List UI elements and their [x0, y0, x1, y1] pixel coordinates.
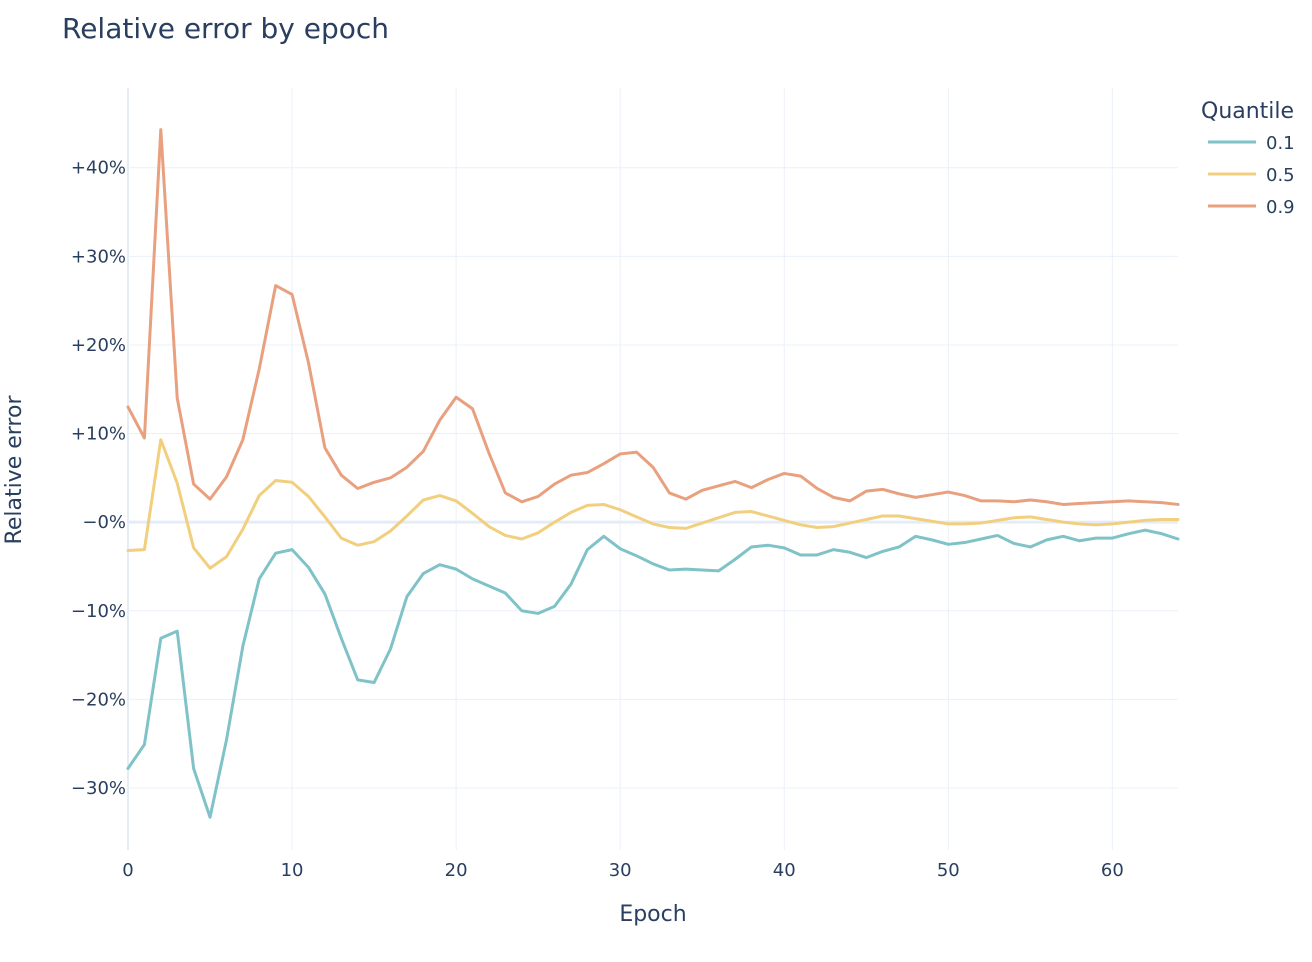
series-line-0-5	[126, 438, 1180, 570]
x-tick-label: 60	[1101, 860, 1124, 881]
y-tick-label: +20%	[71, 335, 126, 356]
x-tick-label: 10	[281, 860, 304, 881]
y-tick-label: +30%	[71, 246, 126, 267]
x-tick-label: 20	[445, 860, 468, 881]
y-tick-label: −10%	[71, 601, 126, 622]
x-tick-label: 40	[773, 860, 796, 881]
x-tick-label: 50	[937, 860, 960, 881]
y-tick-label: −20%	[71, 689, 126, 710]
series-line-0-9	[126, 128, 1180, 506]
series-line-0-1	[126, 528, 1180, 819]
grid-layer	[127, 88, 1178, 850]
series-layer	[126, 128, 1180, 819]
y-tick-label: +40%	[71, 158, 126, 179]
legend-title: Quantile	[1201, 99, 1294, 124]
y-tick-label: −0%	[82, 512, 126, 533]
legend: Quantile 0.1 0.5 0.9	[1201, 99, 1295, 218]
x-axis-title: Epoch	[619, 902, 686, 927]
x-tick-label: 0	[122, 860, 133, 881]
y-axis-title: Relative error	[2, 395, 27, 545]
legend-items: 0.1 0.5 0.9	[1208, 133, 1295, 218]
chart-title: Relative error by epoch	[62, 12, 389, 45]
x-tick-label: 30	[609, 860, 632, 881]
y-axis-ticks: −30% −20% −10% −0% +10% +20% +30% +40%	[71, 158, 126, 799]
y-tick-label: −30%	[71, 778, 126, 799]
x-axis-ticks: 0 10 20 30 40 50 60	[122, 860, 1124, 881]
legend-label: 0.1	[1266, 133, 1295, 154]
legend-label: 0.5	[1266, 165, 1295, 186]
y-tick-label: +10%	[71, 424, 126, 445]
legend-label: 0.9	[1266, 197, 1295, 218]
